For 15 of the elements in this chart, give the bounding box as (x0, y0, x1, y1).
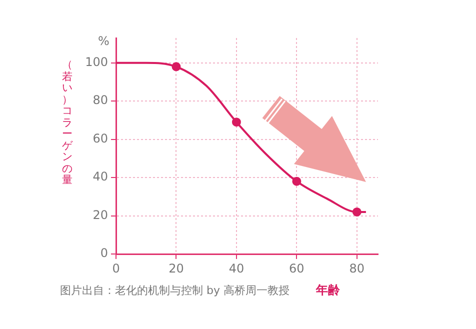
x-tick-label: 40 (228, 261, 244, 276)
y-tick-label: 80 (92, 93, 108, 108)
x-axis-title: 年齢 (316, 282, 340, 299)
x-tick-label: 20 (168, 261, 184, 276)
x-tick-label: 0 (112, 261, 120, 276)
x-tick-label: 80 (349, 261, 365, 276)
y-tick-label: 40 (92, 170, 108, 184)
y-tick-label: 60 (92, 131, 108, 146)
y-tick-label: 20 (92, 208, 108, 222)
y-tick-label: 0 (100, 246, 108, 260)
text: （若い）コラーゲンの量 (62, 59, 73, 186)
text: % (98, 34, 110, 48)
y-tick-label: 100 (85, 54, 108, 69)
x-tick-label: 60 (289, 261, 304, 276)
text: 图片出自：老化的机制与控制 by 高桥周一教授 (60, 283, 290, 298)
